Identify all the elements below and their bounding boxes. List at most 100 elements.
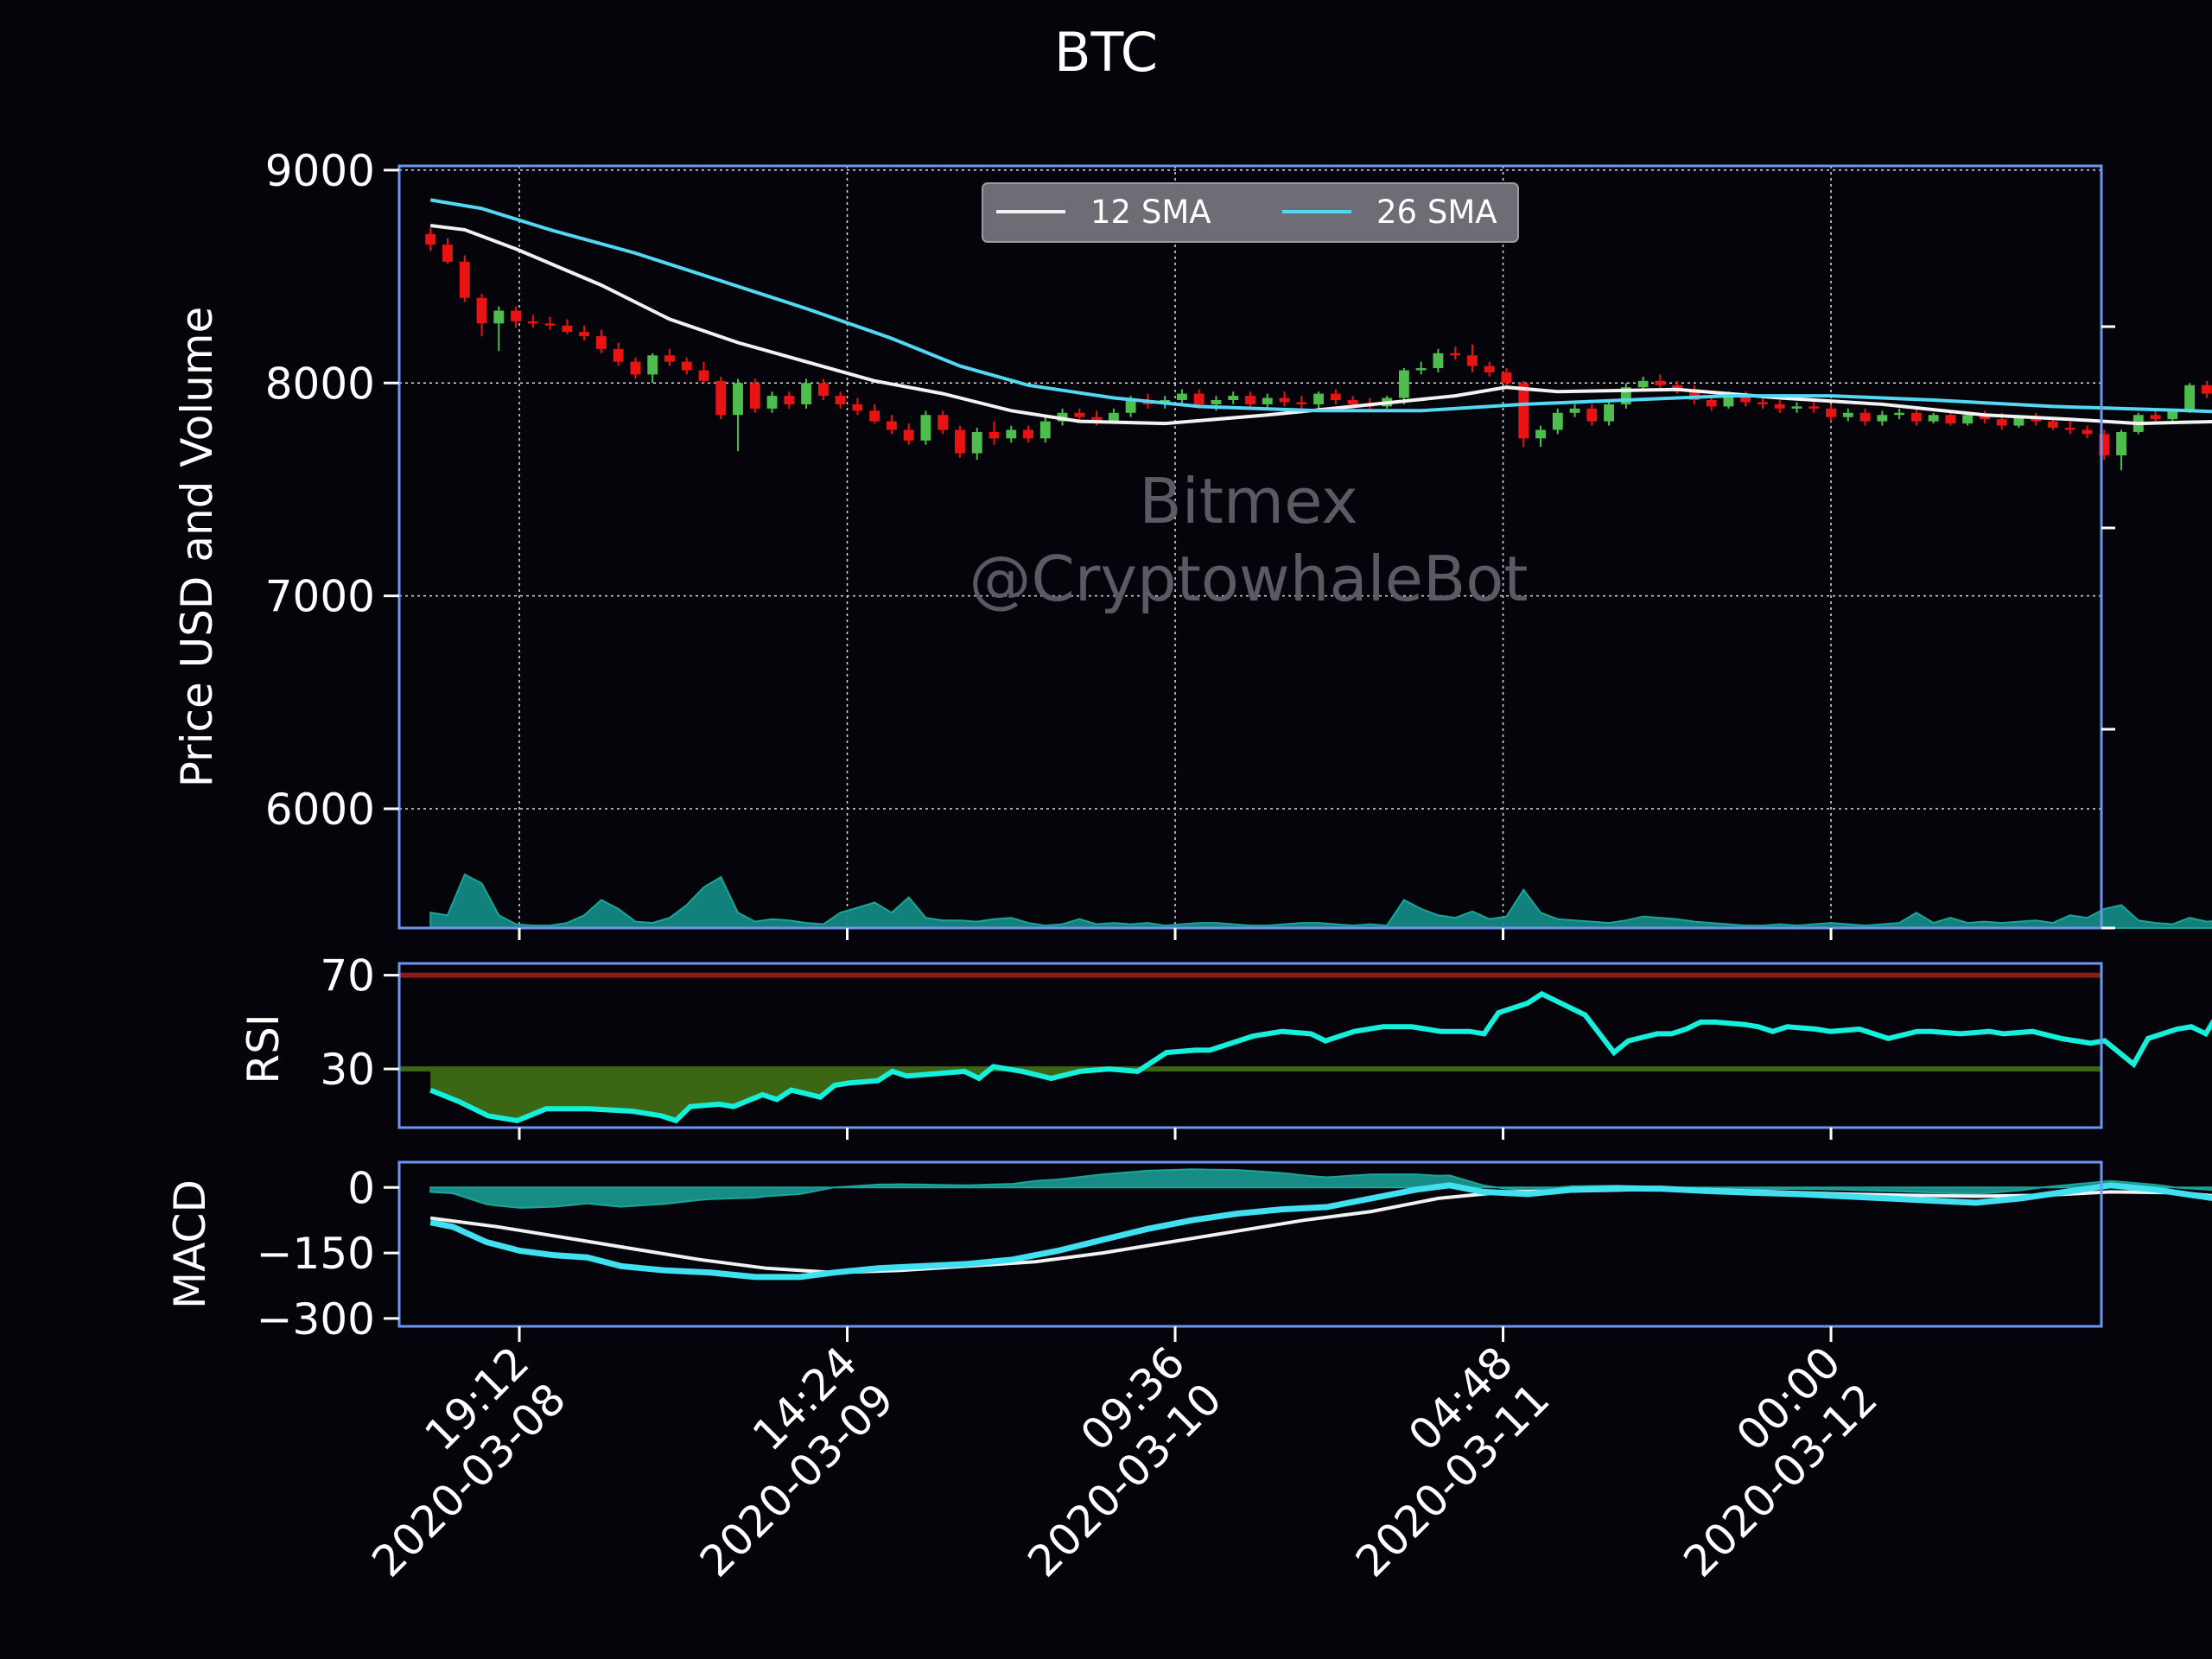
candle-body xyxy=(562,325,573,333)
chart-title: BTC xyxy=(1054,21,1158,84)
candle-up xyxy=(1228,391,1239,404)
candle-body xyxy=(784,396,795,404)
candle-body xyxy=(1484,365,1495,372)
candle-up xyxy=(766,391,778,413)
candle-body xyxy=(1228,396,1239,401)
candle-body xyxy=(1877,415,1888,422)
candle-down xyxy=(869,404,880,424)
volume-area xyxy=(429,873,2212,929)
candle-down xyxy=(511,306,521,328)
candle-down xyxy=(1074,408,1085,422)
candle-body xyxy=(1586,408,1598,422)
rsi-y-tick-label: 30 xyxy=(320,1045,375,1095)
watermark-line-2: @CryptowhaleBot xyxy=(969,543,1528,615)
candle-down xyxy=(1808,400,1820,413)
candle-body xyxy=(1296,402,1307,404)
candle-down xyxy=(1484,361,1495,377)
candle-up xyxy=(801,378,812,409)
candle-down xyxy=(817,378,829,401)
candle-up xyxy=(1039,416,1051,443)
rsi-series-line xyxy=(429,990,2212,1124)
candle-down xyxy=(1706,396,1717,411)
candle-down xyxy=(1467,344,1478,372)
candle-down xyxy=(715,376,727,420)
candle-down xyxy=(2064,421,2075,435)
price-y-tick-label: 6000 xyxy=(265,785,375,835)
candle-down xyxy=(1450,346,1461,360)
candle-body xyxy=(1569,408,1580,413)
candle-body xyxy=(2167,410,2178,420)
candle-up xyxy=(1877,410,1888,426)
candle-down xyxy=(562,319,573,334)
candle-body xyxy=(766,396,778,409)
legend-box xyxy=(982,182,1519,243)
candle-body xyxy=(1980,415,1990,420)
candle-down xyxy=(544,316,556,330)
candle-body xyxy=(1467,355,1478,366)
candle-body xyxy=(2201,385,2212,394)
candle-body xyxy=(1604,404,1615,422)
candle-body xyxy=(681,361,692,371)
candle-down xyxy=(1655,374,1666,390)
legend-label-26-sma: 26 SMA xyxy=(1376,194,1497,231)
candle-down xyxy=(681,357,692,375)
candle-body xyxy=(544,323,556,326)
rsi-y-axis-label: RSI xyxy=(238,1014,289,1084)
candle-body xyxy=(493,310,505,324)
candle-body xyxy=(1740,396,1751,403)
candle-down xyxy=(630,357,641,379)
candle-up xyxy=(920,410,931,445)
candle-body xyxy=(886,421,897,430)
candle-body xyxy=(1910,412,1922,422)
candle-body xyxy=(511,310,521,321)
candle-body xyxy=(1688,389,1700,401)
macd-histogram-area xyxy=(429,1168,2212,1209)
candle-down xyxy=(1980,410,1990,424)
candle-body xyxy=(1655,380,1666,385)
rsi-panel-frame xyxy=(397,962,2103,1129)
candle-up xyxy=(647,353,658,384)
candle-body xyxy=(2048,421,2058,429)
candle-body xyxy=(988,431,1000,439)
candle-body xyxy=(1023,429,1033,439)
candle-body xyxy=(903,429,914,441)
candle-body xyxy=(1501,372,1512,384)
candle-body xyxy=(1706,400,1717,407)
candle-body xyxy=(1193,393,1205,404)
candle-body xyxy=(1108,412,1119,422)
candle-down xyxy=(1279,391,1290,407)
macd-y-axis-label: MACD xyxy=(165,1179,215,1309)
candle-body xyxy=(1996,419,2007,426)
candle-up xyxy=(1177,389,1187,404)
candle-body xyxy=(595,336,607,349)
candle-down xyxy=(1758,397,1768,409)
candle-down xyxy=(442,238,453,264)
candle-body xyxy=(835,396,846,404)
macd-y-tick-label: −300 xyxy=(257,1294,375,1344)
candles xyxy=(425,227,2212,471)
candle-up xyxy=(1415,361,1427,375)
candle-up xyxy=(1006,425,1017,443)
right-axis-ticks xyxy=(2101,325,2115,930)
macd-y-ticks: 0 −150 −300 xyxy=(257,1163,399,1344)
candle-body xyxy=(1894,412,1905,416)
macd-panel: 0 −150 −300 MACD xyxy=(165,1160,2212,1344)
candle-down xyxy=(1518,380,1529,448)
candle-body xyxy=(852,404,863,411)
candle-up xyxy=(971,428,982,460)
candle-body xyxy=(817,383,829,397)
candle-body xyxy=(1723,396,1734,407)
candle-body xyxy=(1398,370,1409,398)
candle-body xyxy=(1552,412,1563,430)
candle-down xyxy=(664,348,675,366)
rsi-oversold-fill xyxy=(430,1069,1153,1121)
candle-down xyxy=(459,255,470,302)
candle-down xyxy=(698,361,709,384)
watermark: Bitmex @CryptowhaleBot xyxy=(969,465,1528,615)
candle-body xyxy=(1672,385,1683,390)
rsi-y-ticks: 70 30 xyxy=(320,951,399,1095)
price-grid xyxy=(399,166,2101,928)
candle-body xyxy=(1859,412,1871,422)
candle-down xyxy=(835,391,846,409)
